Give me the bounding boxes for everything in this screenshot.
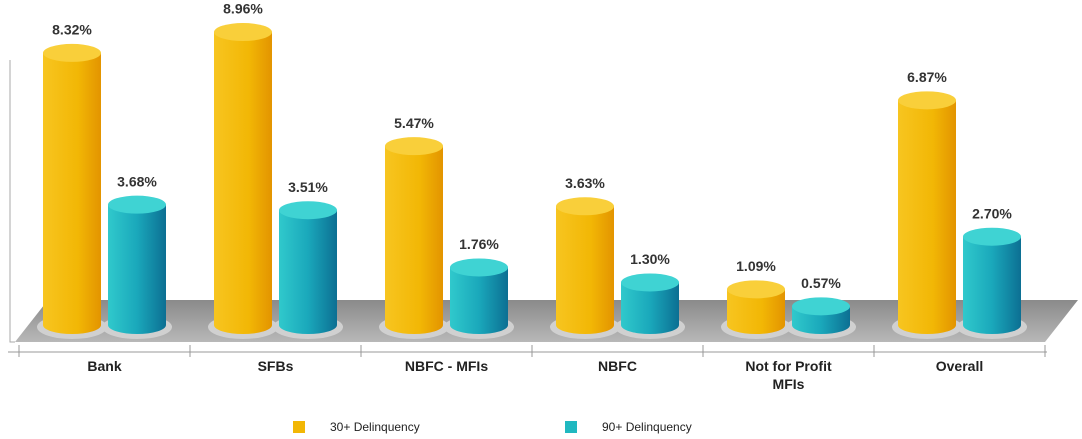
bar-body <box>963 236 1021 325</box>
bar-bottom <box>792 316 850 334</box>
bar-top <box>963 227 1021 246</box>
x-tick-label: NBFC - MFIs <box>404 358 489 374</box>
bar-bottom <box>898 316 956 334</box>
bar-top <box>279 201 337 220</box>
value-label: 0.57% <box>801 275 841 291</box>
x-tick-label: NBFC <box>598 358 637 374</box>
bar-bottom <box>450 316 508 334</box>
legend-swatch <box>565 421 577 433</box>
bar <box>615 273 685 339</box>
bar-bottom <box>963 316 1021 334</box>
bar-top <box>792 297 850 316</box>
bar <box>379 137 449 339</box>
bar-top <box>898 91 956 110</box>
bar-top <box>385 137 443 156</box>
x-tick-label: Bank <box>87 358 122 374</box>
value-label: 8.96% <box>223 1 263 17</box>
bar <box>550 197 620 339</box>
bar-body <box>898 100 956 325</box>
bar <box>102 195 172 339</box>
bar <box>273 201 343 339</box>
value-label: 8.32% <box>52 22 92 38</box>
value-label: 2.70% <box>972 205 1012 221</box>
bar-bottom <box>279 316 337 334</box>
bar-body <box>214 32 272 326</box>
x-tick-label: SFBs <box>257 358 294 374</box>
bar-bottom <box>556 316 614 334</box>
value-label: 3.63% <box>565 175 605 191</box>
bar-body <box>385 146 443 325</box>
x-tick-label: Overall <box>935 358 984 374</box>
bar-top <box>450 258 508 277</box>
bar-body <box>43 52 101 325</box>
bar-body <box>279 210 337 325</box>
value-label: 1.30% <box>630 251 670 267</box>
bar-bottom <box>727 316 785 334</box>
bar-bottom <box>214 316 272 334</box>
legend-label: 90+ Delinquency <box>602 420 692 434</box>
bar-top <box>43 43 101 62</box>
value-label: 3.51% <box>288 179 328 195</box>
bar-bottom <box>43 316 101 334</box>
value-label: 6.87% <box>907 69 947 85</box>
value-label: 1.09% <box>736 258 776 274</box>
bar <box>208 23 278 339</box>
bar-top <box>727 280 785 299</box>
x-tick-label: Not for Profit MFIs <box>745 358 832 392</box>
bar <box>37 43 107 339</box>
value-label: 3.68% <box>117 173 157 189</box>
bar <box>721 280 791 339</box>
bar-top <box>621 273 679 292</box>
back-wall <box>9 60 15 343</box>
bar-body <box>556 206 614 325</box>
bar-body <box>108 204 166 325</box>
bar-top <box>214 23 272 42</box>
legend-label: 30+ Delinquency <box>330 420 420 434</box>
bar <box>957 227 1027 339</box>
bar-bottom <box>621 316 679 334</box>
value-label: 5.47% <box>394 115 434 131</box>
bar-bottom <box>385 316 443 334</box>
legend-swatch <box>293 421 305 433</box>
value-label: 1.76% <box>459 236 499 252</box>
bar-bottom <box>108 316 166 334</box>
bar-top <box>556 197 614 216</box>
bar <box>786 297 856 339</box>
bar <box>444 258 514 339</box>
bar-body <box>450 267 508 325</box>
bar <box>892 91 962 339</box>
bar-top <box>108 195 166 214</box>
